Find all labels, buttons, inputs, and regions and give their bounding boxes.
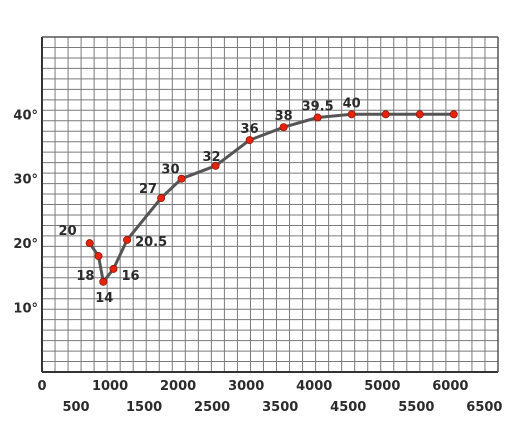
y-tick-label: 30°: [13, 173, 38, 188]
x-tick-label: 4500: [330, 400, 366, 415]
data-point: [177, 174, 186, 183]
data-label: 18: [76, 269, 94, 284]
y-tick-label: 20°: [13, 237, 38, 252]
data-point: [449, 110, 458, 119]
data-point: [211, 161, 220, 170]
data-label: 16: [121, 269, 139, 284]
data-point: [313, 113, 322, 122]
x-tick-label: 5500: [398, 400, 434, 415]
data-point: [109, 264, 118, 273]
x-tick-label: 3000: [228, 379, 264, 394]
x-tick-label: 1000: [92, 379, 128, 394]
x-tick-label: 1500: [126, 400, 162, 415]
data-label: 40: [343, 96, 361, 111]
x-tick-label: 0: [37, 379, 46, 394]
x-tick-label: 2500: [194, 400, 230, 415]
data-point: [85, 239, 94, 248]
data-label: 39.5: [302, 100, 334, 115]
data-label: 30: [161, 163, 179, 178]
data-label: 36: [241, 122, 259, 137]
data-point: [279, 123, 288, 132]
data-point: [94, 252, 103, 261]
x-tick-label: 500: [62, 400, 89, 415]
data-label: 38: [275, 109, 293, 124]
data-point: [157, 194, 166, 203]
x-tick-label: 6500: [466, 400, 502, 415]
x-tick-label: 5000: [364, 379, 400, 394]
y-tick-label: 10°: [13, 302, 38, 317]
data-label: 27: [139, 182, 157, 197]
data-points: [85, 110, 458, 286]
grid: [41, 36, 499, 373]
x-tick-label: 2000: [160, 379, 196, 394]
data-point: [381, 110, 390, 119]
axes: [41, 36, 499, 373]
y-axis-ticks: 10° 20° 30° 40°: [13, 108, 38, 316]
data-label: 20.5: [135, 235, 167, 250]
x-tick-label: 4000: [296, 379, 332, 394]
data-point: [99, 277, 108, 286]
data-label: 32: [203, 150, 221, 165]
x-tick-label: 6000: [432, 379, 468, 394]
data-label: 20: [59, 224, 77, 239]
data-point: [245, 136, 254, 145]
data-label: 14: [95, 291, 113, 306]
y-tick-label: 40°: [13, 108, 38, 123]
data-point: [123, 235, 132, 244]
data-point: [415, 110, 424, 119]
data-point: [347, 110, 356, 119]
x-tick-label: 3500: [262, 400, 298, 415]
